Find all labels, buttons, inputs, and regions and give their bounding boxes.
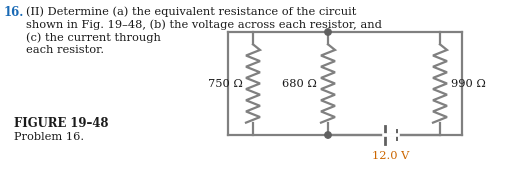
Text: 990 Ω: 990 Ω	[450, 79, 485, 88]
Text: (II) Determine (a) the equivalent resistance of the circuit: (II) Determine (a) the equivalent resist…	[26, 6, 356, 17]
Text: 12.0 V: 12.0 V	[372, 151, 409, 161]
Text: Problem 16.: Problem 16.	[14, 132, 84, 142]
Text: 680 Ω: 680 Ω	[281, 79, 317, 88]
Text: each resistor.: each resistor.	[26, 45, 104, 55]
Text: shown in Fig. 19–48, (b) the voltage across each resistor, and: shown in Fig. 19–48, (b) the voltage acr…	[26, 19, 381, 30]
Text: 16.: 16.	[4, 6, 24, 19]
Text: 750 Ω: 750 Ω	[208, 79, 242, 88]
Circle shape	[324, 29, 330, 35]
Circle shape	[324, 132, 330, 138]
Text: FIGURE 19–48: FIGURE 19–48	[14, 117, 108, 130]
Text: (c) the current through: (c) the current through	[26, 32, 160, 43]
